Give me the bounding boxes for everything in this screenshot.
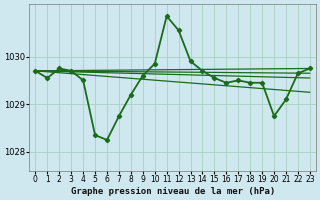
X-axis label: Graphe pression niveau de la mer (hPa): Graphe pression niveau de la mer (hPa) (70, 187, 275, 196)
